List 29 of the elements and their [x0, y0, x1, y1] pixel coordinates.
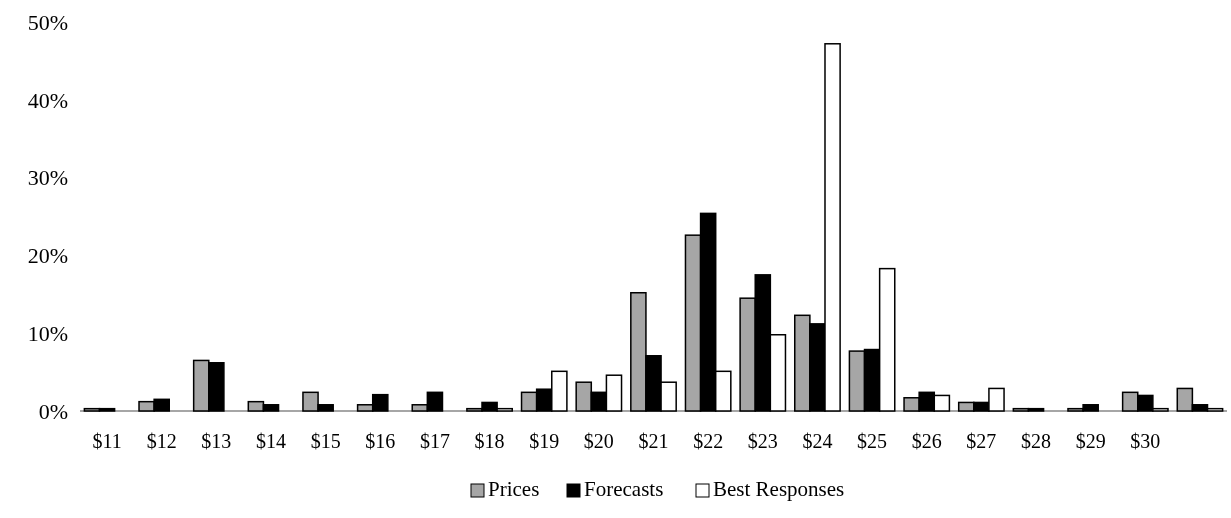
x-tick-label: $24 [802, 430, 833, 452]
y-tick-label: 30% [27, 165, 68, 191]
x-tick-label: $27 [966, 430, 997, 452]
legend-label: Forecasts [584, 477, 664, 501]
x-tick-label: $25 [857, 430, 888, 452]
y-tick-label: 50% [27, 9, 68, 35]
x-tick-label: $15 [310, 430, 341, 452]
y-tick-label: 0% [38, 398, 68, 424]
x-tick-label: $30 [1130, 430, 1161, 452]
y-tick-label: 10% [27, 320, 68, 346]
x-tick-label: $19 [529, 430, 560, 452]
x-tick-label: $18 [474, 430, 505, 452]
x-tick-label: $21 [638, 430, 669, 452]
y-tick-label: 20% [27, 243, 68, 269]
x-tick-label: $17 [419, 430, 450, 452]
x-tick-label: $26 [911, 430, 942, 452]
y-tick-label: 40% [27, 87, 68, 113]
x-tick-label: $29 [1075, 430, 1106, 452]
x-tick-label: $16 [365, 430, 396, 452]
x-tick-label: $14 [255, 430, 286, 452]
legend-label: Prices [488, 477, 540, 501]
x-tick-label: $28 [1021, 430, 1052, 452]
x-tick-label: $11 [92, 430, 122, 452]
x-tick-label: $22 [693, 430, 724, 452]
x-tick-label: $12 [146, 430, 177, 452]
legend-label: Best Responses [713, 477, 845, 501]
x-tick-label: $13 [201, 430, 232, 452]
x-tick-label: $23 [747, 430, 778, 452]
x-tick-label: $20 [583, 430, 614, 452]
